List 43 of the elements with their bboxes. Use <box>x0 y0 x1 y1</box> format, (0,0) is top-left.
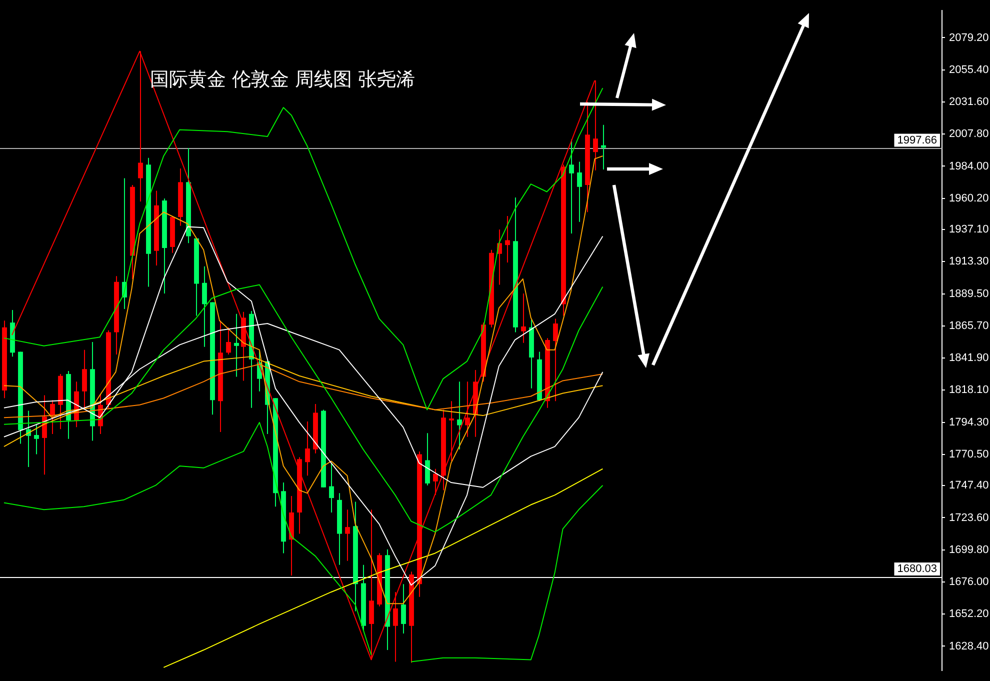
y-tick-label: 1794.30 <box>949 416 989 428</box>
candlestick <box>34 424 39 455</box>
candlestick <box>305 420 310 476</box>
y-tick-label: 1937.10 <box>949 224 989 236</box>
y-tick-label: 1770.50 <box>949 448 989 460</box>
candlestick <box>202 266 207 348</box>
y-tick-label: 1984.00 <box>949 160 989 172</box>
candlestick <box>465 381 470 438</box>
candlestick <box>226 326 231 356</box>
candlestick <box>345 509 350 562</box>
y-tick-label: 1652.20 <box>949 608 989 620</box>
candlestick <box>577 161 582 222</box>
y-tick-label: 1865.70 <box>949 320 989 332</box>
candlestick <box>457 381 462 450</box>
ref-line-label: 1997.66 <box>897 134 938 146</box>
candlestick <box>50 400 55 435</box>
y-tick-label: 2079.20 <box>949 32 989 44</box>
ref-line-label: 1680.03 <box>897 563 938 576</box>
y-tick-label: 1699.80 <box>949 544 989 556</box>
y-tick-label: 1628.40 <box>949 640 989 652</box>
candlestick <box>505 216 510 263</box>
y-tick-label: 1747.40 <box>949 480 989 492</box>
y-tick-label: 2055.40 <box>949 64 989 76</box>
y-tick-label: 1676.00 <box>949 576 989 588</box>
candlestick <box>234 313 239 378</box>
y-tick-label: 1889.50 <box>949 288 989 300</box>
y-tick-label: 1723.60 <box>949 512 989 524</box>
candlestick <box>82 349 87 408</box>
y-tick-label: 1841.90 <box>949 352 989 364</box>
y-tick-label: 1818.10 <box>949 384 989 396</box>
candlestick <box>329 462 334 513</box>
candlestick <box>449 400 454 462</box>
y-tick-label: 1960.20 <box>949 192 989 204</box>
candlestick <box>553 318 558 402</box>
candlestick <box>569 139 574 234</box>
y-tick-label: 1913.30 <box>949 256 989 268</box>
candlestick <box>521 293 526 344</box>
y-tick-label: 2031.60 <box>949 96 989 108</box>
candlestick <box>433 468 438 496</box>
candlestick <box>425 432 430 486</box>
y-tick-label: 2007.80 <box>949 128 989 140</box>
candlestick <box>401 584 406 634</box>
text: 国际黄金 伦敦金 周线图 张尧浠 <box>150 68 416 91</box>
